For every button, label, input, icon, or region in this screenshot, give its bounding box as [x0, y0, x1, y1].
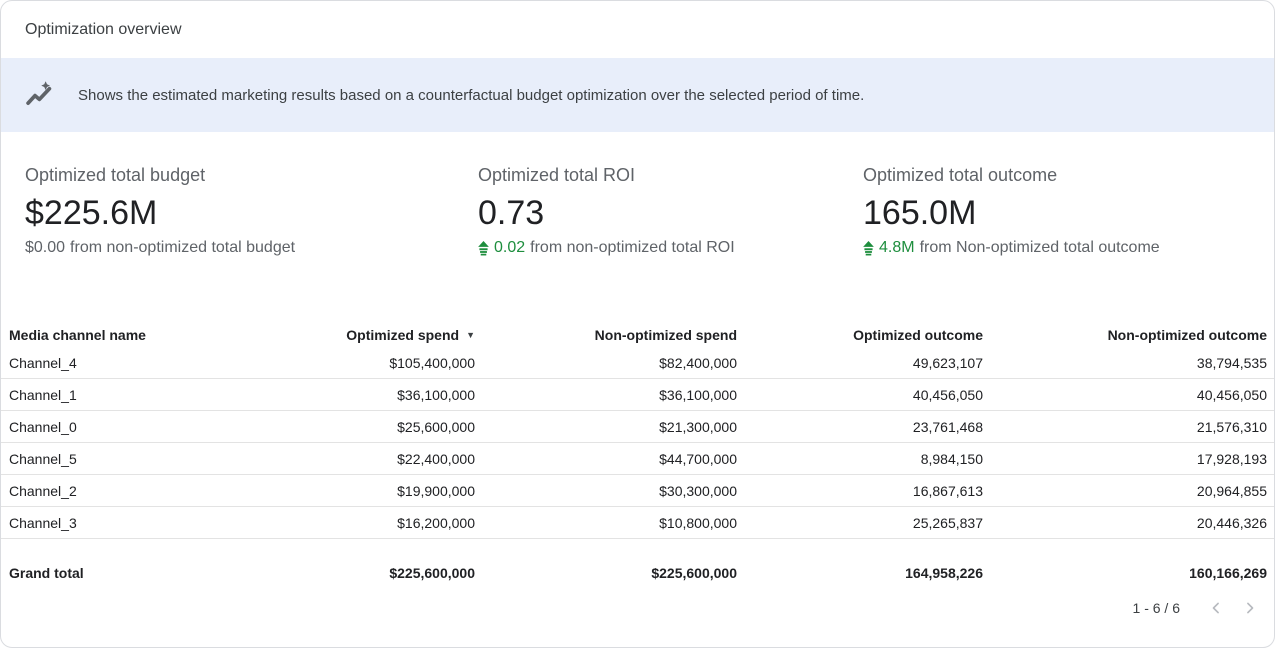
column-header[interactable]: Optimized outcome [737, 327, 983, 343]
table-cell-value: $105,400,000 [389, 354, 475, 371]
table-row: Channel_4 $105,400,000 $82,400,000 49,623,1… [1, 347, 1274, 379]
kpi-delta: 0.02 from non-optimized total ROI [478, 239, 863, 257]
column-header-label: Non-optimized spend [594, 327, 737, 343]
table-cell-value: 21,576,310 [1196, 418, 1267, 435]
increase-arrow-icon [478, 240, 489, 255]
kpi-delta: $0.00 from non-optimized total budget [25, 239, 478, 257]
table-cell-value: $30,300,000 [659, 482, 737, 499]
table-cell-value: $25,600,000 [397, 418, 475, 435]
sort-desc-icon: ▼ [466, 330, 475, 340]
column-header[interactable]: Optimized spend ▼ [249, 327, 475, 343]
kpi-label: Optimized total outcome [863, 165, 1058, 185]
grand-total-optimized-spend: $225,600,000 [389, 565, 475, 581]
table-cell-value: $10,800,000 [659, 514, 737, 531]
channel-table: Media channel name Optimized spend ▼ Non-op… [1, 323, 1274, 589]
table-cell-value: 40,456,050 [912, 386, 983, 403]
table-cell-value: 49,623,107 [912, 354, 983, 371]
table-cell-value: $16,200,000 [397, 514, 475, 531]
table-cell-channel-name: Channel_0 [9, 418, 77, 435]
previous-page-button[interactable] [1202, 594, 1230, 622]
kpi-delta-value: 4.8M [879, 239, 915, 256]
table-cell-channel-name: Channel_3 [9, 514, 77, 531]
kpi-row: Optimized total budget $225.6M $0.00 fro… [1, 132, 1274, 323]
table-cell-value: $82,400,000 [659, 354, 737, 371]
kpi-delta-value: $0.00 [25, 239, 66, 256]
kpi-label: Optimized total ROI [478, 165, 636, 185]
table-row: Channel_0 $25,600,000 $21,300,000 23,761,46… [1, 411, 1274, 443]
kpi-value: 165.0M [863, 194, 977, 232]
grand-total-non-optimized-spend: $225,600,000 [651, 565, 737, 581]
table-cell-channel-name: Channel_1 [9, 386, 77, 403]
column-header[interactable]: Media channel name [9, 327, 249, 343]
column-header-label: Optimized spend [346, 327, 460, 343]
table-cell-channel-name: Channel_5 [9, 450, 77, 467]
grand-total-optimized-outcome: 164,958,226 [905, 565, 983, 581]
table-row: Channel_3 $16,200,000 $10,800,000 25,265,83… [1, 507, 1274, 539]
kpi-label: Optimized total budget [25, 165, 206, 185]
card-title-bar: Optimization overview [1, 1, 1274, 58]
table-cell-value: $44,700,000 [659, 450, 737, 467]
table-pagination: 1 - 6 / 6 [1, 590, 1274, 626]
info-banner: Shows the estimated marketing results ba… [1, 58, 1274, 132]
table-cell-value: $36,100,000 [659, 386, 737, 403]
table-cell-value: 16,867,613 [912, 482, 983, 499]
column-header-label: Media channel name [9, 327, 146, 343]
table-cell-value: $19,900,000 [397, 482, 475, 499]
table-row: Channel_5 $22,400,000 $44,700,000 8,984,150… [1, 443, 1274, 475]
kpi-delta-text: from non-optimized total ROI [530, 239, 735, 256]
table-cell-value: $21,300,000 [659, 418, 737, 435]
column-header-label: Optimized outcome [853, 327, 983, 343]
kpi-delta-value: 0.02 [494, 239, 526, 256]
kpi-delta: 4.8M from Non-optimized total outcome [863, 239, 1250, 257]
column-header[interactable]: Non-optimized outcome [983, 327, 1267, 343]
table-cell-value: 20,446,326 [1196, 514, 1267, 531]
table-cell-value: 23,761,468 [912, 418, 983, 435]
column-header[interactable]: Non-optimized spend [475, 327, 737, 343]
kpi-value: 0.73 [478, 194, 545, 232]
kpi-delta-text: from non-optimized total budget [70, 239, 296, 256]
kpi-optimized-total-budget: Optimized total budget $225.6M $0.00 fro… [25, 165, 478, 323]
kpi-optimized-total-roi: Optimized total ROI 0.73 0.02 from non-o… [478, 165, 863, 323]
chevron-right-icon [1247, 602, 1254, 614]
table-header-row: Media channel name Optimized spend ▼ Non-op… [1, 323, 1274, 347]
increase-arrow-icon [863, 240, 874, 255]
table-cell-value: $22,400,000 [397, 450, 475, 467]
table-cell-value: 20,964,855 [1196, 482, 1267, 499]
table-cell-channel-name: Channel_4 [9, 354, 77, 371]
kpi-value: $225.6M [25, 194, 158, 232]
page-title: Optimization overview [25, 20, 182, 38]
page-range-label: 1 - 6 / 6 [1132, 600, 1180, 616]
table-cell-value: 8,984,150 [920, 450, 983, 467]
table-row: Channel_1 $36,100,000 $36,100,000 40,456,05… [1, 379, 1274, 411]
table-cell-value: 38,794,535 [1196, 354, 1267, 371]
table-cell-value: $36,100,000 [397, 386, 475, 403]
kpi-optimized-total-outcome: Optimized total outcome 165.0M 4.8M from… [863, 165, 1250, 323]
kpi-delta-text: from Non-optimized total outcome [919, 239, 1160, 256]
grand-total-label: Grand total [9, 565, 84, 581]
table-body: Channel_4 $105,400,000 $82,400,000 49,623,1… [1, 347, 1274, 539]
next-page-button[interactable] [1236, 594, 1264, 622]
grand-total-row: Grand total $225,600,000 $225,600,000 16… [1, 557, 1274, 589]
grand-total-non-optimized-outcome: 160,166,269 [1189, 565, 1267, 581]
chevron-left-icon [1212, 602, 1219, 614]
table-row: Channel_2 $19,900,000 $30,300,000 16,867,61… [1, 475, 1274, 507]
table-cell-value: 25,265,837 [912, 514, 983, 531]
table-cell-value: 40,456,050 [1196, 386, 1267, 403]
insights-icon [26, 81, 52, 105]
banner-description: Shows the estimated marketing results ba… [78, 86, 865, 104]
table-cell-value: 17,928,193 [1196, 450, 1267, 467]
table-cell-channel-name: Channel_2 [9, 482, 77, 499]
column-header-label: Non-optimized outcome [1107, 327, 1267, 343]
